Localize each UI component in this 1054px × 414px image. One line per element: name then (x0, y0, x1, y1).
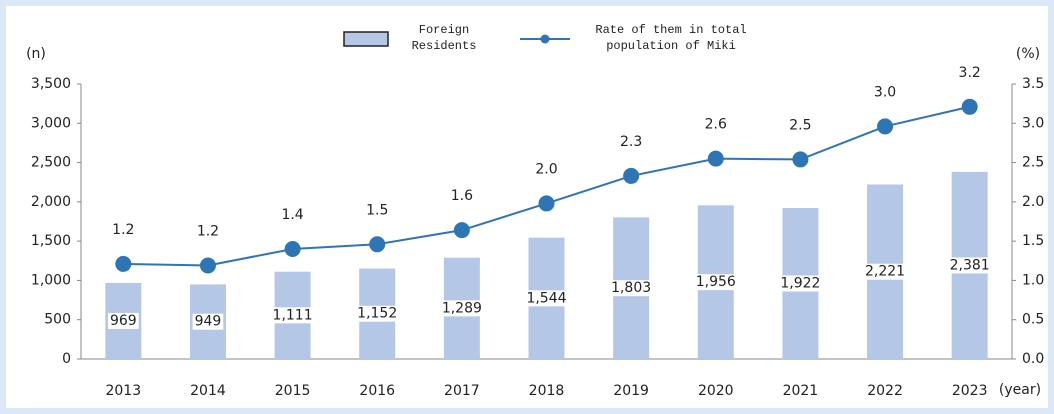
x-axis-label: (year) (999, 382, 1041, 398)
bar-value-label: 1,111 (273, 307, 313, 323)
y-tick-label: 0 (62, 351, 71, 367)
x-tick-label: 2023 (952, 383, 988, 399)
legend-swatch-dot (540, 34, 550, 44)
x-tick-label: 2013 (105, 383, 141, 399)
line-value-label: 2.6 (705, 117, 727, 133)
line-point (792, 151, 809, 168)
x-tick-label: 2019 (613, 383, 649, 399)
line-point (369, 236, 386, 253)
line-value-label: 1.6 (451, 188, 473, 204)
bar-value-label: 1,803 (611, 280, 651, 296)
legend-label: Rate of them in total population of Miki (595, 23, 747, 53)
y-tick-label: 1,500 (31, 233, 71, 249)
x-tick-label: 2015 (275, 383, 311, 399)
y2-tick-label: 0.0 (1022, 351, 1044, 367)
line-point (707, 150, 724, 167)
y-tick-label: 3,000 (31, 115, 71, 131)
x-tick-label: 2022 (867, 383, 903, 399)
legend-label: Foreign Residents (411, 23, 477, 53)
x-tick-label: 2020 (698, 383, 734, 399)
y2-tick-label: 0.5 (1022, 312, 1044, 328)
y-tick-label: 3,500 (31, 76, 71, 92)
y2-axis-label: (%) (1016, 46, 1040, 62)
y-tick-label: 500 (44, 312, 71, 328)
label-bg (947, 257, 992, 274)
y2-tick-label: 1.5 (1022, 233, 1044, 249)
bar-value-label: 1,289 (442, 300, 482, 316)
y2-tick-label: 3.0 (1022, 115, 1044, 131)
label-bg (609, 280, 654, 297)
line-value-label: 1.4 (281, 207, 303, 223)
y-tick-label: 2,000 (31, 194, 71, 210)
y-axis-label: (n) (26, 46, 46, 62)
line-value-label: 2.5 (789, 117, 811, 133)
line-value-label: 3.2 (959, 65, 981, 81)
x-tick-label: 2016 (359, 383, 395, 399)
label-bg (778, 275, 823, 292)
y-tick-label: 2,500 (31, 155, 71, 171)
y2-tick-label: 2.5 (1022, 155, 1044, 171)
line-value-label: 3.0 (874, 84, 896, 100)
label-bg (524, 290, 569, 307)
line-point (961, 98, 978, 115)
line-point (538, 195, 555, 212)
line-value-label: 1.5 (366, 202, 388, 218)
label-bg (693, 274, 738, 291)
bar-value-label: 2,381 (950, 257, 990, 273)
label-bg (192, 313, 224, 330)
y2-tick-label: 1.0 (1022, 272, 1044, 288)
x-tick-label: 2017 (444, 383, 480, 399)
line-value-label: 1.2 (112, 222, 134, 238)
bar-value-label: 1,956 (696, 274, 736, 290)
line-value-label: 2.3 (620, 134, 642, 150)
bar-value-label: 2,221 (865, 264, 905, 280)
line-point (453, 222, 470, 239)
y2-tick-label: 3.5 (1022, 76, 1044, 92)
label-bg (270, 307, 315, 324)
legend-swatch-bar (343, 31, 389, 47)
bar-value-label: 969 (110, 313, 137, 329)
line-point (623, 167, 640, 184)
line-point (199, 257, 216, 274)
label-bg (107, 312, 139, 329)
x-tick-label: 2021 (783, 383, 819, 399)
chart-svg: (n) (%) (year) 0 500 1,000 1,500 2,000 2,500 3… (26, 31, 1044, 399)
label-bg (355, 305, 400, 322)
x-tick-label: 2014 (190, 383, 226, 399)
line-point (877, 118, 894, 135)
line-point (115, 255, 132, 272)
y2-tick-label: 2.0 (1022, 194, 1044, 210)
bar-value-label: 949 (195, 314, 222, 330)
line-value-label: 2.0 (535, 161, 557, 177)
line-point (284, 241, 301, 257)
label-bg (439, 300, 484, 317)
bar-value-label: 1,544 (526, 290, 566, 306)
bar-value-label: 1,922 (780, 275, 820, 291)
label-bg (862, 263, 908, 280)
line-value-label: 1.2 (197, 224, 219, 240)
bar-value-label: 1,152 (357, 306, 397, 322)
x-tick-label: 2018 (529, 383, 565, 399)
y-tick-label: 1,000 (31, 272, 71, 288)
